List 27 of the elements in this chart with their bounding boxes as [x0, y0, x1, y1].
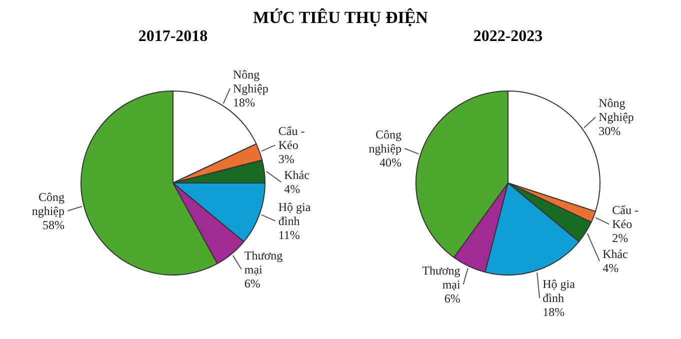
data-label: 4% [602, 261, 619, 276]
slice-label: Cẩu - Kéo [612, 203, 638, 232]
text: MỨC TIÊU THỤ ĐIỆN [252, 8, 429, 28]
slice-label: Thương mại [422, 263, 461, 292]
data-label: 2% [612, 231, 628, 246]
data-label: 40% [379, 155, 402, 170]
data-label: 3% [278, 152, 294, 166]
data-label: 6% [444, 291, 460, 306]
slice-label: Hộ gia đình [278, 200, 312, 228]
data-label: 30% [598, 124, 621, 138]
slice-label: Hộ gia đình [542, 277, 576, 306]
data-label: 18% [542, 305, 565, 320]
slice-label: Nông Nghiệp [598, 96, 634, 124]
chart-title: 2022-2023 [472, 28, 544, 46]
slice-label: Thương mại [244, 248, 283, 276]
slice-label: Cẩu - Kéo [278, 124, 305, 152]
chart-title: 2017-2018 [137, 28, 209, 46]
data-label: 11% [278, 228, 300, 242]
slice-label: Nông Nghiệp [233, 67, 268, 96]
slice-label: Khác [602, 247, 628, 262]
slice-label: Công nghiệp [368, 127, 402, 156]
data-label: 6% [244, 276, 260, 290]
data-label: 58% [42, 218, 65, 232]
data-label: 18% [233, 95, 256, 110]
data-label: 4% [284, 182, 300, 196]
slice-label: Khác [284, 168, 310, 182]
slice-label: Công nghiệp [32, 190, 65, 218]
